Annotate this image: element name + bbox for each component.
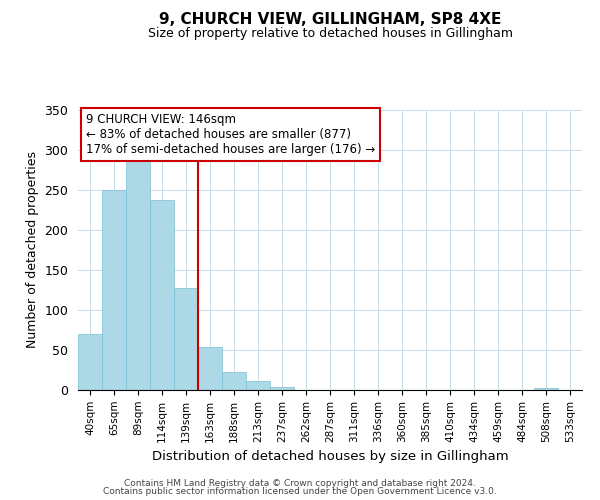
Bar: [270, 387, 294, 390]
Text: 9 CHURCH VIEW: 146sqm
← 83% of detached houses are smaller (877)
17% of semi-det: 9 CHURCH VIEW: 146sqm ← 83% of detached …: [86, 113, 375, 156]
Bar: [126, 160, 150, 390]
Bar: [534, 388, 558, 390]
Bar: [198, 347, 222, 390]
Text: 9, CHURCH VIEW, GILLINGHAM, SP8 4XE: 9, CHURCH VIEW, GILLINGHAM, SP8 4XE: [159, 12, 501, 28]
Bar: [222, 372, 246, 390]
Bar: [174, 288, 198, 390]
Y-axis label: Number of detached properties: Number of detached properties: [26, 152, 39, 348]
Bar: [102, 190, 126, 390]
Text: Contains public sector information licensed under the Open Government Licence v3: Contains public sector information licen…: [103, 487, 497, 496]
Text: Size of property relative to detached houses in Gillingham: Size of property relative to detached ho…: [148, 28, 512, 40]
Bar: [150, 200, 174, 390]
X-axis label: Distribution of detached houses by size in Gillingham: Distribution of detached houses by size …: [152, 450, 508, 463]
Bar: [78, 334, 102, 390]
Text: Contains HM Land Registry data © Crown copyright and database right 2024.: Contains HM Land Registry data © Crown c…: [124, 478, 476, 488]
Bar: [246, 381, 270, 390]
